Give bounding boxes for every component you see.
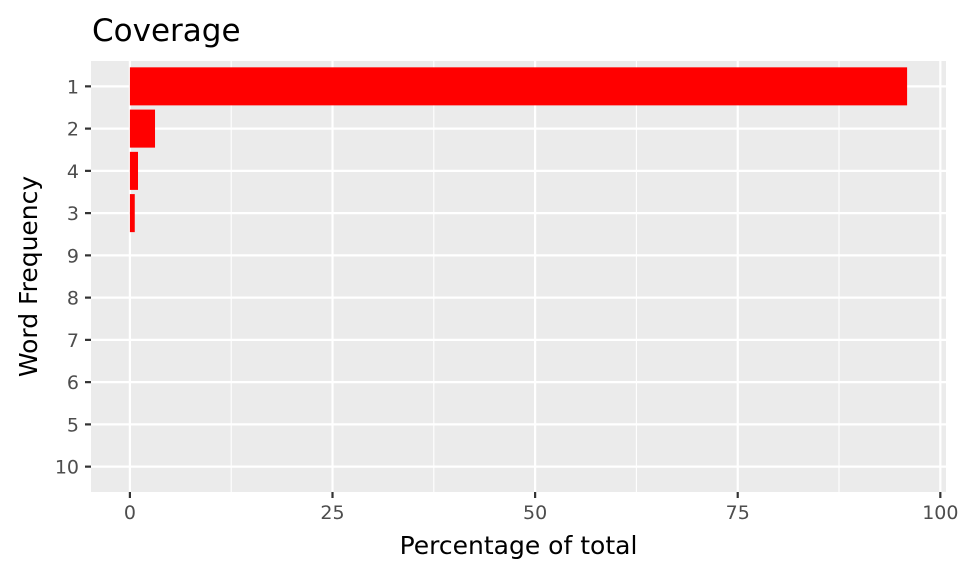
bar bbox=[129, 151, 139, 190]
bar bbox=[129, 109, 156, 148]
y-tick-label: 9 bbox=[67, 245, 79, 267]
minor-gridlines bbox=[230, 61, 840, 492]
x-axis: 0 25 50 75 100 bbox=[124, 492, 958, 524]
y-axis: 1 2 4 3 9 8 7 6 5 10 bbox=[55, 76, 91, 479]
y-tick-label: 5 bbox=[67, 414, 79, 436]
bars bbox=[129, 67, 908, 233]
y-tick-label: 4 bbox=[67, 161, 79, 183]
x-tick-label: 75 bbox=[726, 502, 750, 524]
y-tick-label: 7 bbox=[67, 330, 79, 352]
y-tick-label: 6 bbox=[67, 372, 79, 394]
plot-panel bbox=[91, 61, 946, 492]
x-tick-label: 25 bbox=[320, 502, 344, 524]
y-tick-label: 1 bbox=[67, 76, 79, 98]
y-tick-label: 8 bbox=[67, 288, 79, 310]
y-tick-label: 2 bbox=[67, 119, 79, 141]
chart-title: Coverage bbox=[92, 13, 241, 49]
bar bbox=[129, 67, 908, 106]
x-tick-label: 50 bbox=[523, 502, 547, 524]
y-tick-label: 3 bbox=[67, 203, 79, 225]
y-tick-label: 10 bbox=[55, 457, 79, 479]
x-axis-title: Percentage of total bbox=[400, 531, 638, 560]
y-axis-title: Word Frequency bbox=[14, 176, 43, 378]
major-gridlines bbox=[91, 61, 946, 492]
bar bbox=[129, 194, 135, 233]
x-tick-label: 0 bbox=[124, 502, 136, 524]
x-tick-label: 100 bbox=[922, 502, 958, 524]
